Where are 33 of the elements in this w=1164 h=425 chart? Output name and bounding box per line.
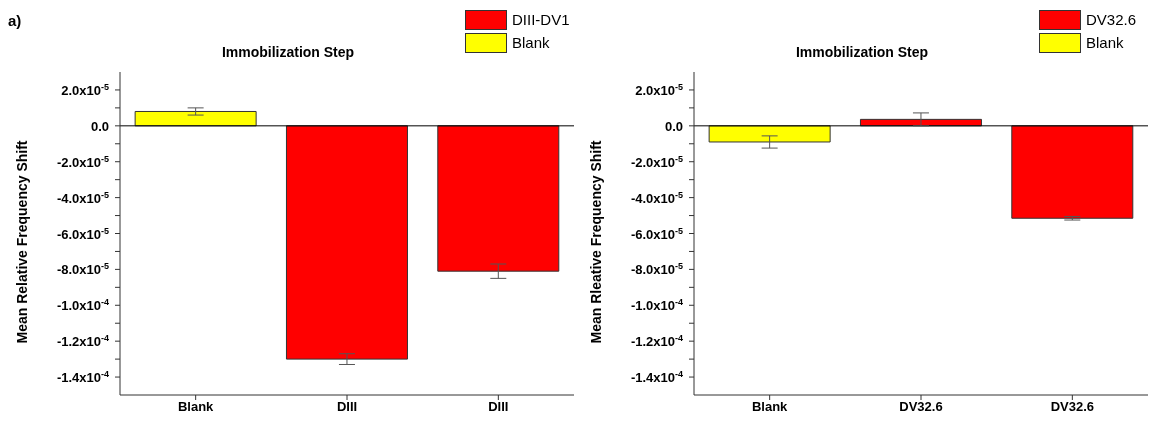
legend-label: DIII-DV1 bbox=[512, 11, 571, 28]
y-tick-label: -1.2x10$^{-4}$ bbox=[56, 333, 109, 350]
y-axis-title: Mean Relative Frequency Shift bbox=[14, 140, 30, 344]
chart-title: Immobilization Step bbox=[794, 44, 930, 60]
legend-label: Blank bbox=[512, 34, 551, 51]
y-tick-label: -1.4x10$^{-4}$ bbox=[56, 369, 109, 386]
y-tick-label: -6.0x10$^{-5}$ bbox=[56, 225, 109, 242]
x-tick-label: DV32.6 bbox=[899, 399, 943, 415]
x-tick-label: Blank bbox=[751, 399, 789, 415]
y-tick-label: -4.0x10$^{-5}$ bbox=[56, 189, 109, 206]
y-tick-label: -1.4x10$^{-4}$ bbox=[630, 369, 683, 386]
y-tick-label: -1.2x10$^{-4}$ bbox=[630, 333, 683, 350]
y-tick-label: -2.0x10$^{-5}$ bbox=[630, 153, 683, 170]
y-tick-label: -1.0x10$^{-4}$ bbox=[630, 297, 683, 314]
x-tick-label: DIII bbox=[488, 399, 509, 415]
y-tick-label: 2.0x10$^{-5}$ bbox=[61, 81, 109, 98]
y-tick-label: 0.0 bbox=[664, 118, 683, 134]
y-tick-label: 2.0x10$^{-5}$ bbox=[635, 81, 683, 98]
y-axis-title: Mean Rleative Frequency Shift bbox=[588, 140, 604, 344]
y-tick-label: -4.0x10$^{-5}$ bbox=[630, 189, 683, 206]
y-tick-label: -8.0x10$^{-5}$ bbox=[630, 261, 683, 278]
x-tick-label: DIII bbox=[336, 399, 358, 415]
y-tick-label: 0.0 bbox=[90, 118, 109, 134]
y-tick-label: -2.0x10$^{-5}$ bbox=[56, 153, 109, 170]
x-tick-label: Blank bbox=[177, 399, 215, 415]
legend-label: Blank bbox=[1086, 34, 1125, 51]
y-tick-label: -6.0x10$^{-5}$ bbox=[630, 225, 683, 242]
text: a) bbox=[8, 12, 22, 29]
legend-label: DV32.6 bbox=[1086, 11, 1138, 28]
y-tick-label: -1.0x10$^{-4}$ bbox=[56, 297, 109, 314]
x-tick-label: DV32.6 bbox=[1050, 399, 1095, 415]
chart-title: Immobilization Step bbox=[220, 44, 356, 60]
y-tick-label: -8.0x10$^{-5}$ bbox=[56, 261, 109, 278]
